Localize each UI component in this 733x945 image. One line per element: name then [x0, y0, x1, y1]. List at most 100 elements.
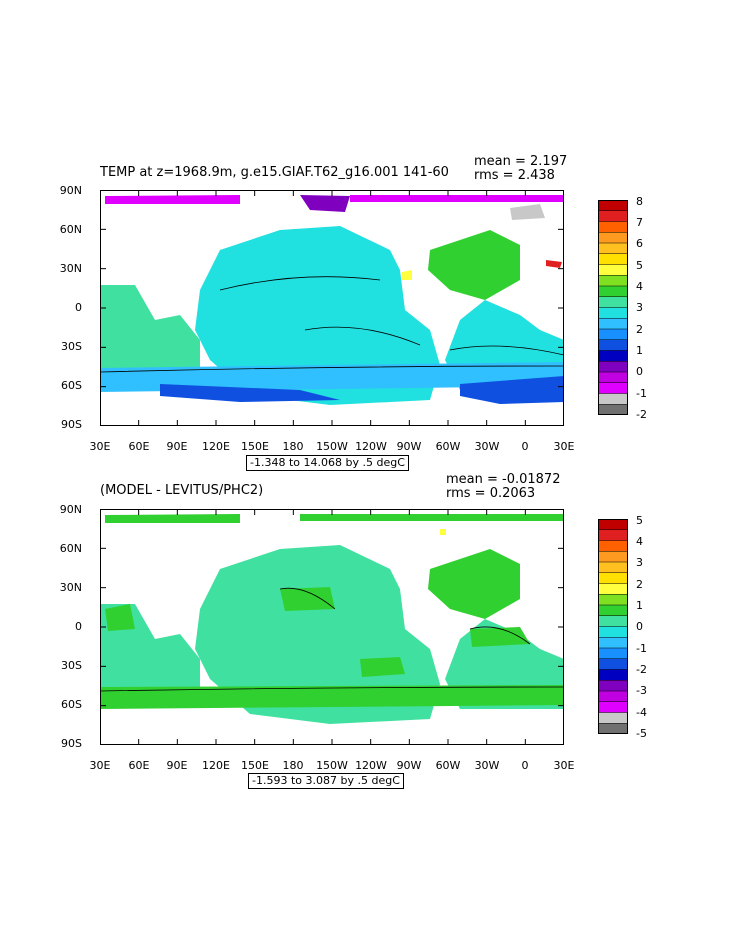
panel-2-lon-tick: 180: [282, 759, 304, 772]
panel-2-lat-tick: 90S: [61, 737, 82, 750]
panel-2-lat-tick: 0: [75, 620, 82, 633]
panel-2-lon-tick: 60E: [128, 759, 150, 772]
panel-1-arctic-strip: [105, 195, 240, 204]
panel-1-colorbar-label: 2: [636, 323, 643, 336]
panel-2-lon-tick: 30E: [553, 759, 575, 772]
panel-2-lat-tick: 30S: [61, 659, 82, 672]
panel-2-colorbar-label: 5: [636, 514, 643, 527]
colorbar-segment: [598, 680, 628, 692]
panel-1-red-patch: [546, 260, 562, 268]
panel-1-lon-tick: 120W: [355, 440, 387, 453]
panel-2-yellow-patch: [440, 529, 446, 535]
panel-1-lat-tick: 30N: [59, 262, 82, 275]
panel-1-lon-tick: 120E: [202, 440, 230, 453]
panel-1-weddell-deep: [460, 376, 564, 404]
panel-1-colorbar-label: 5: [636, 259, 643, 272]
colorbar-segment: [598, 253, 628, 266]
panel-1-title: TEMP at z=1968.9m, g.e15.GIAF.T62_g16.00…: [100, 165, 449, 180]
panel-2-lat-tick: 30N: [59, 581, 82, 594]
panel-1-pacific-ocean: [195, 226, 440, 405]
panel-1-lon-tick: 150E: [241, 440, 269, 453]
panel-2-arctic-right: [300, 514, 564, 521]
panel-1-grey-patch: [510, 204, 545, 220]
colorbar-segment: [598, 712, 628, 724]
panel-2-colorbar-label: -5: [636, 727, 647, 740]
colorbar-segment: [598, 583, 628, 595]
panel-1-lat-tick: 90N: [59, 184, 82, 197]
colorbar-segment: [598, 361, 628, 373]
colorbar-segment: [598, 318, 628, 330]
panel-1-colorbar-label: -1: [636, 387, 647, 400]
colorbar-segment: [598, 264, 628, 276]
panel-1-southern-ocean-deep: [160, 384, 340, 402]
panel-1-lat-tick: 0: [75, 301, 82, 314]
panel-1-lon-tick: 180: [282, 440, 304, 453]
panel-2-lon-tick: 90E: [166, 759, 188, 772]
panel-1-contour: [304, 326, 421, 346]
panel-1-colorbar-label: -2: [636, 408, 647, 421]
panel-2-colorbar: [598, 519, 628, 734]
colorbar-segment: [598, 328, 628, 341]
panel-2-lon-tick: 150E: [241, 759, 269, 772]
panel-2-lon-tick: 60W: [435, 759, 461, 772]
colorbar-segment: [598, 561, 628, 574]
colorbar-segment: [598, 242, 628, 255]
colorbar-segment: [598, 540, 628, 552]
colorbar-segment: [598, 307, 628, 319]
panel-2-patch: [280, 587, 335, 611]
colorbar-segment: [598, 371, 628, 384]
panel-2-colorbar-label: 0: [636, 620, 643, 633]
panel-1-lat-tick: 30S: [61, 340, 82, 353]
panel-1-arctic-patch: [300, 195, 350, 212]
colorbar-segment: [598, 615, 628, 628]
colorbar-segment: [598, 658, 628, 671]
colorbar-segment: [598, 210, 628, 223]
panel-2-range-label: -1.593 to 3.087 by .5 degC: [248, 773, 404, 789]
panel-2-contour: [100, 686, 564, 692]
panel-2-lon-tick: 90W: [396, 759, 422, 772]
colorbar-segment: [598, 604, 628, 617]
panel-2-colorbar-label: -2: [636, 663, 647, 676]
panel-2-lon-tick: 120W: [355, 759, 387, 772]
panel-2-north-atlantic: [428, 549, 520, 619]
panel-1-map: [100, 190, 564, 426]
panel-2-lon-tick: 0: [521, 759, 529, 772]
panel-1-range-label: -1.348 to 14.068 by .5 degC: [246, 455, 409, 471]
panel-2-lon-tick: 30W: [474, 759, 500, 772]
colorbar-frame: [598, 519, 628, 734]
panel-1-contour: [449, 345, 564, 356]
colorbar-segment: [598, 404, 628, 415]
panel-1-lon-tick: 0: [521, 440, 529, 453]
panel-2-title: (MODEL - LEVITUS/PHC2): [100, 483, 264, 498]
panel-1-yellow-patch: [402, 270, 412, 280]
panel-1-lon-tick: 60W: [435, 440, 461, 453]
colorbar-segment: [598, 529, 628, 542]
panel-1-colorbar-label: 0: [636, 365, 643, 378]
panel-2-mean: mean = -0.01872: [446, 472, 561, 487]
panel-1-lat-tick: 60N: [59, 223, 82, 236]
panel-1-rms: rms = 2.438: [474, 168, 555, 183]
panel-1-lon-tick: 30W: [474, 440, 500, 453]
colorbar-segment: [598, 647, 628, 660]
panel-2-map: [100, 509, 564, 745]
colorbar-segment: [598, 232, 628, 244]
panel-1-lon-tick: 60E: [128, 440, 150, 453]
panel-2-contour: [469, 626, 531, 645]
panel-1-colorbar-label: 7: [636, 216, 643, 229]
panel-1-arctic-right: [350, 195, 564, 202]
panel-2-rms: rms = 0.2063: [446, 486, 536, 501]
panel-1-north-atlantic: [428, 230, 520, 300]
panel-2-arctic-strip: [105, 514, 240, 523]
panel-2-southern-band: [100, 685, 564, 709]
panel-2-contour: [279, 587, 336, 610]
colorbar-segment: [598, 551, 628, 563]
panel-1-colorbar-label: 1: [636, 344, 643, 357]
colorbar-segment: [598, 382, 628, 395]
colorbar-segment: [598, 350, 628, 362]
panel-1-lon-tick: 30E: [89, 440, 111, 453]
panel-1-lon-tick: 90E: [166, 440, 188, 453]
panel-1-contour: [219, 276, 381, 291]
colorbar-segment: [598, 669, 628, 681]
panel-2-lon-tick: 150W: [316, 759, 348, 772]
panel-2-lat-tick: 60S: [61, 698, 82, 711]
